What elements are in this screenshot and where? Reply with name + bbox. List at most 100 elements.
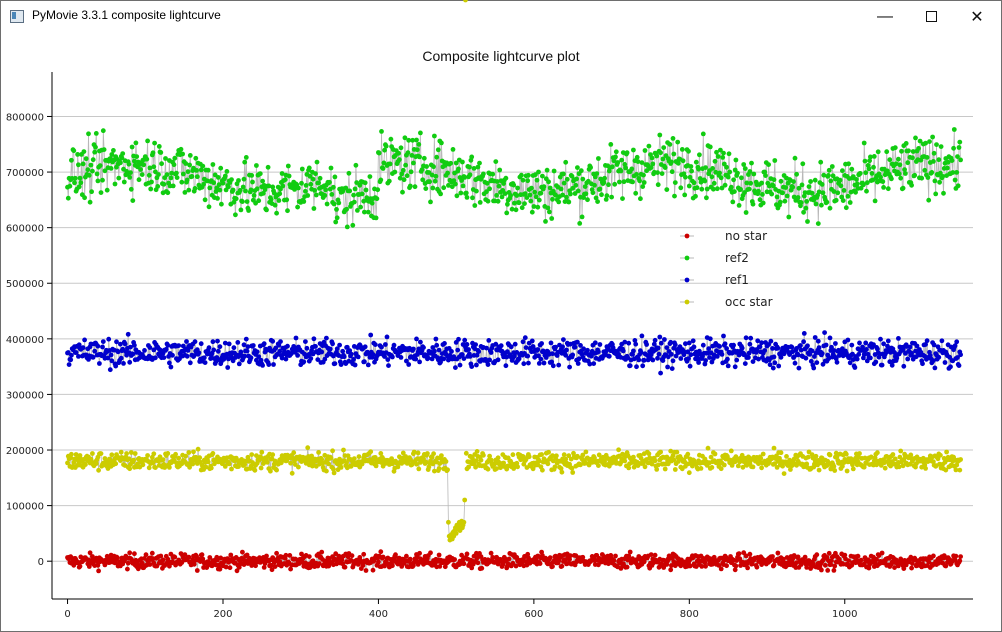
data-point <box>529 185 534 191</box>
data-point <box>892 456 898 462</box>
data-point <box>87 199 93 205</box>
data-point <box>958 554 963 559</box>
data-point <box>423 186 429 192</box>
data-point <box>423 459 429 465</box>
data-point <box>122 341 128 347</box>
data-point <box>461 561 467 567</box>
data-point <box>426 464 432 470</box>
data-point <box>857 171 863 176</box>
data-point <box>83 462 88 467</box>
data-point <box>771 177 777 183</box>
data-point <box>801 331 807 336</box>
data-point <box>822 330 827 335</box>
data-point <box>82 337 87 343</box>
close-button[interactable]: ✕ <box>954 1 1000 32</box>
data-point <box>812 335 818 340</box>
data-point <box>314 159 320 165</box>
data-point <box>882 465 888 471</box>
data-point <box>107 367 113 373</box>
data-point <box>578 462 583 468</box>
data-point <box>934 142 939 148</box>
data-point <box>365 209 371 215</box>
data-point <box>436 552 442 558</box>
data-point <box>843 205 849 211</box>
data-point <box>829 558 834 564</box>
window-title: PyMovie 3.3.1 composite lightcurve <box>32 8 221 22</box>
data-point <box>443 459 449 464</box>
title-bar[interactable]: PyMovie 3.3.1 composite lightcurve — ✕ <box>1 1 1001 32</box>
data-point <box>167 360 172 366</box>
data-point <box>526 172 531 178</box>
data-point <box>819 182 825 187</box>
data-point <box>280 183 286 189</box>
data-point <box>727 169 733 175</box>
data-point <box>588 165 593 170</box>
data-point <box>931 150 937 156</box>
minimize-button[interactable]: — <box>862 1 908 32</box>
data-point <box>951 145 956 151</box>
data-point <box>311 336 317 342</box>
data-point <box>87 550 93 556</box>
data-point <box>384 334 390 340</box>
data-point <box>826 173 831 178</box>
data-point <box>827 205 833 211</box>
data-point <box>128 450 134 455</box>
data-point <box>330 341 335 347</box>
data-point <box>702 560 708 565</box>
data-point <box>541 184 547 190</box>
data-point <box>694 185 700 191</box>
data-point <box>760 451 766 457</box>
data-point <box>299 551 304 557</box>
data-point <box>550 196 555 202</box>
data-point <box>467 164 472 170</box>
data-point <box>104 553 110 559</box>
data-point <box>132 451 138 456</box>
data-point <box>879 550 885 556</box>
data-point <box>747 341 753 347</box>
data-point <box>158 553 164 559</box>
data-point <box>956 363 962 368</box>
data-point <box>803 205 809 211</box>
data-point <box>731 177 736 183</box>
data-point <box>202 197 208 203</box>
data-point <box>400 450 406 456</box>
y-tick-label: 200000 <box>6 446 44 457</box>
legend-label: ref2 <box>725 251 749 265</box>
data-point <box>936 560 942 566</box>
data-point <box>812 177 818 183</box>
data-point <box>770 365 776 371</box>
data-point <box>750 201 756 207</box>
data-point <box>710 166 715 171</box>
data-point <box>730 199 736 205</box>
data-point <box>127 175 133 180</box>
data-point <box>464 342 470 347</box>
data-point <box>936 157 942 163</box>
data-point <box>147 562 153 567</box>
data-point <box>192 339 198 345</box>
data-point <box>346 170 352 176</box>
data-point <box>652 337 658 343</box>
data-point <box>386 178 392 184</box>
data-point <box>943 467 949 473</box>
data-point <box>116 175 122 181</box>
data-point <box>952 557 958 563</box>
data-point <box>180 171 186 177</box>
data-point <box>250 179 255 185</box>
data-point <box>512 341 518 347</box>
data-point <box>311 206 317 211</box>
data-point <box>418 130 423 136</box>
data-point <box>207 555 213 560</box>
data-point <box>837 177 843 183</box>
maximize-button[interactable] <box>908 1 954 32</box>
data-point <box>437 564 443 569</box>
data-point <box>650 357 656 363</box>
data-point <box>316 180 321 186</box>
data-point <box>240 549 245 555</box>
data-point <box>789 344 795 350</box>
data-point <box>795 195 801 200</box>
data-point <box>900 463 906 469</box>
data-point <box>642 464 648 470</box>
data-point <box>852 365 858 370</box>
